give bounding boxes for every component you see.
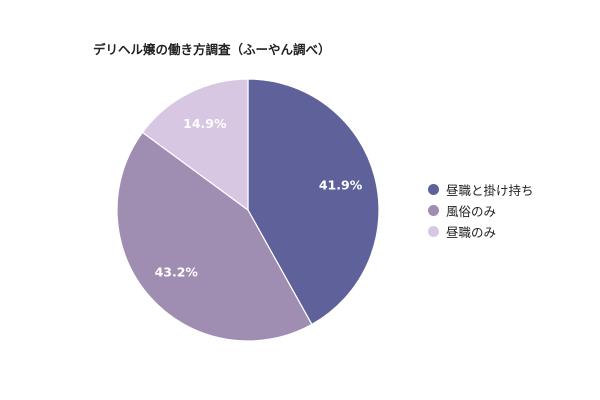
data-label: 14.9%	[183, 116, 227, 131]
data-label: 41.9%	[319, 177, 363, 192]
chart-title: デリヘル嬢の働き方調査（ふーやん調べ）	[93, 42, 331, 57]
legend-item[interactable]: 昼職と掛け持ち	[428, 179, 534, 200]
pie-slice	[247, 78, 380, 326]
legend-swatch	[428, 184, 439, 195]
pie-slice	[141, 78, 249, 212]
legend-swatch	[428, 226, 439, 237]
legend: 昼職と掛け持ち 風俗のみ昼職のみ	[428, 179, 534, 242]
pie-slice	[116, 131, 313, 342]
legend-label: 風俗のみ	[446, 204, 497, 219]
data-label: 43.2%	[155, 265, 199, 280]
legend-swatch	[428, 205, 439, 216]
legend-item[interactable]: 昼職のみ	[428, 221, 534, 242]
legend-item[interactable]: 風俗のみ	[428, 200, 534, 221]
legend-label: 昼職のみ	[446, 225, 497, 240]
legend-label: 昼職と掛け持ち	[446, 183, 534, 198]
